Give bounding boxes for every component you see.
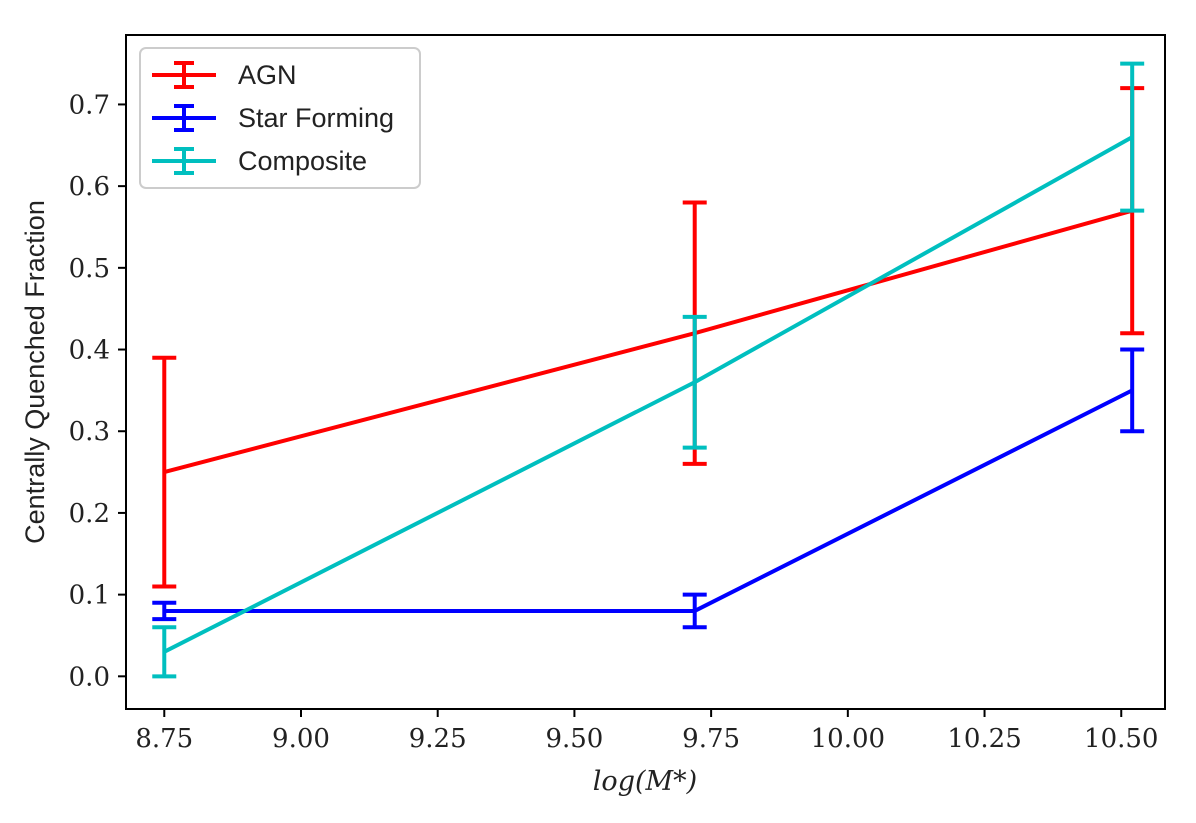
legend-label-agn: AGN [238, 60, 297, 90]
series-star-forming [152, 347, 1145, 630]
y-axis-ticks: 0.0 0.1 0.2 0.3 0.4 0.5 0.6 0.7 [69, 90, 126, 692]
x-tick-label: 8.75 [135, 724, 193, 754]
y-axis-label: Centrally Quenched Fraction [20, 200, 50, 544]
y-tick-label: 0.6 [69, 172, 110, 202]
plot-frame [125, 34, 1166, 710]
series-layer [152, 61, 1145, 679]
x-tick-label: 9.25 [409, 724, 467, 754]
y-tick-label: 0.0 [69, 662, 110, 692]
y-tick-label: 0.7 [69, 90, 110, 120]
series-line-agn [163, 208, 1133, 475]
y-tick-label: 0.1 [69, 581, 110, 611]
x-tick-label: 10.50 [1084, 724, 1158, 754]
legend-box [139, 47, 421, 189]
y-tick-label: 0.4 [69, 336, 110, 366]
x-axis-ticks: 8.75 9.00 9.25 9.50 9.75 10.00 10.25 10.50 [135, 709, 1158, 754]
x-tick-label: 9.50 [545, 724, 603, 754]
legend-label-star-forming: Star Forming [238, 103, 394, 133]
series-line-composite [163, 135, 1134, 654]
y-tick-label: 0.5 [69, 254, 110, 284]
series-composite [152, 61, 1145, 679]
y-tick-label: 0.2 [69, 499, 110, 529]
x-tick-label: 10.00 [811, 724, 885, 754]
x-axis-label: log(M*) [593, 766, 697, 797]
legend: AGN Star Forming Composite [139, 47, 421, 189]
x-tick-label: 9.75 [682, 724, 740, 754]
x-tick-label: 9.00 [272, 724, 330, 754]
legend-label-composite: Composite [238, 146, 367, 176]
x-tick-label: 10.25 [947, 724, 1021, 754]
y-tick-label: 0.3 [69, 417, 110, 447]
